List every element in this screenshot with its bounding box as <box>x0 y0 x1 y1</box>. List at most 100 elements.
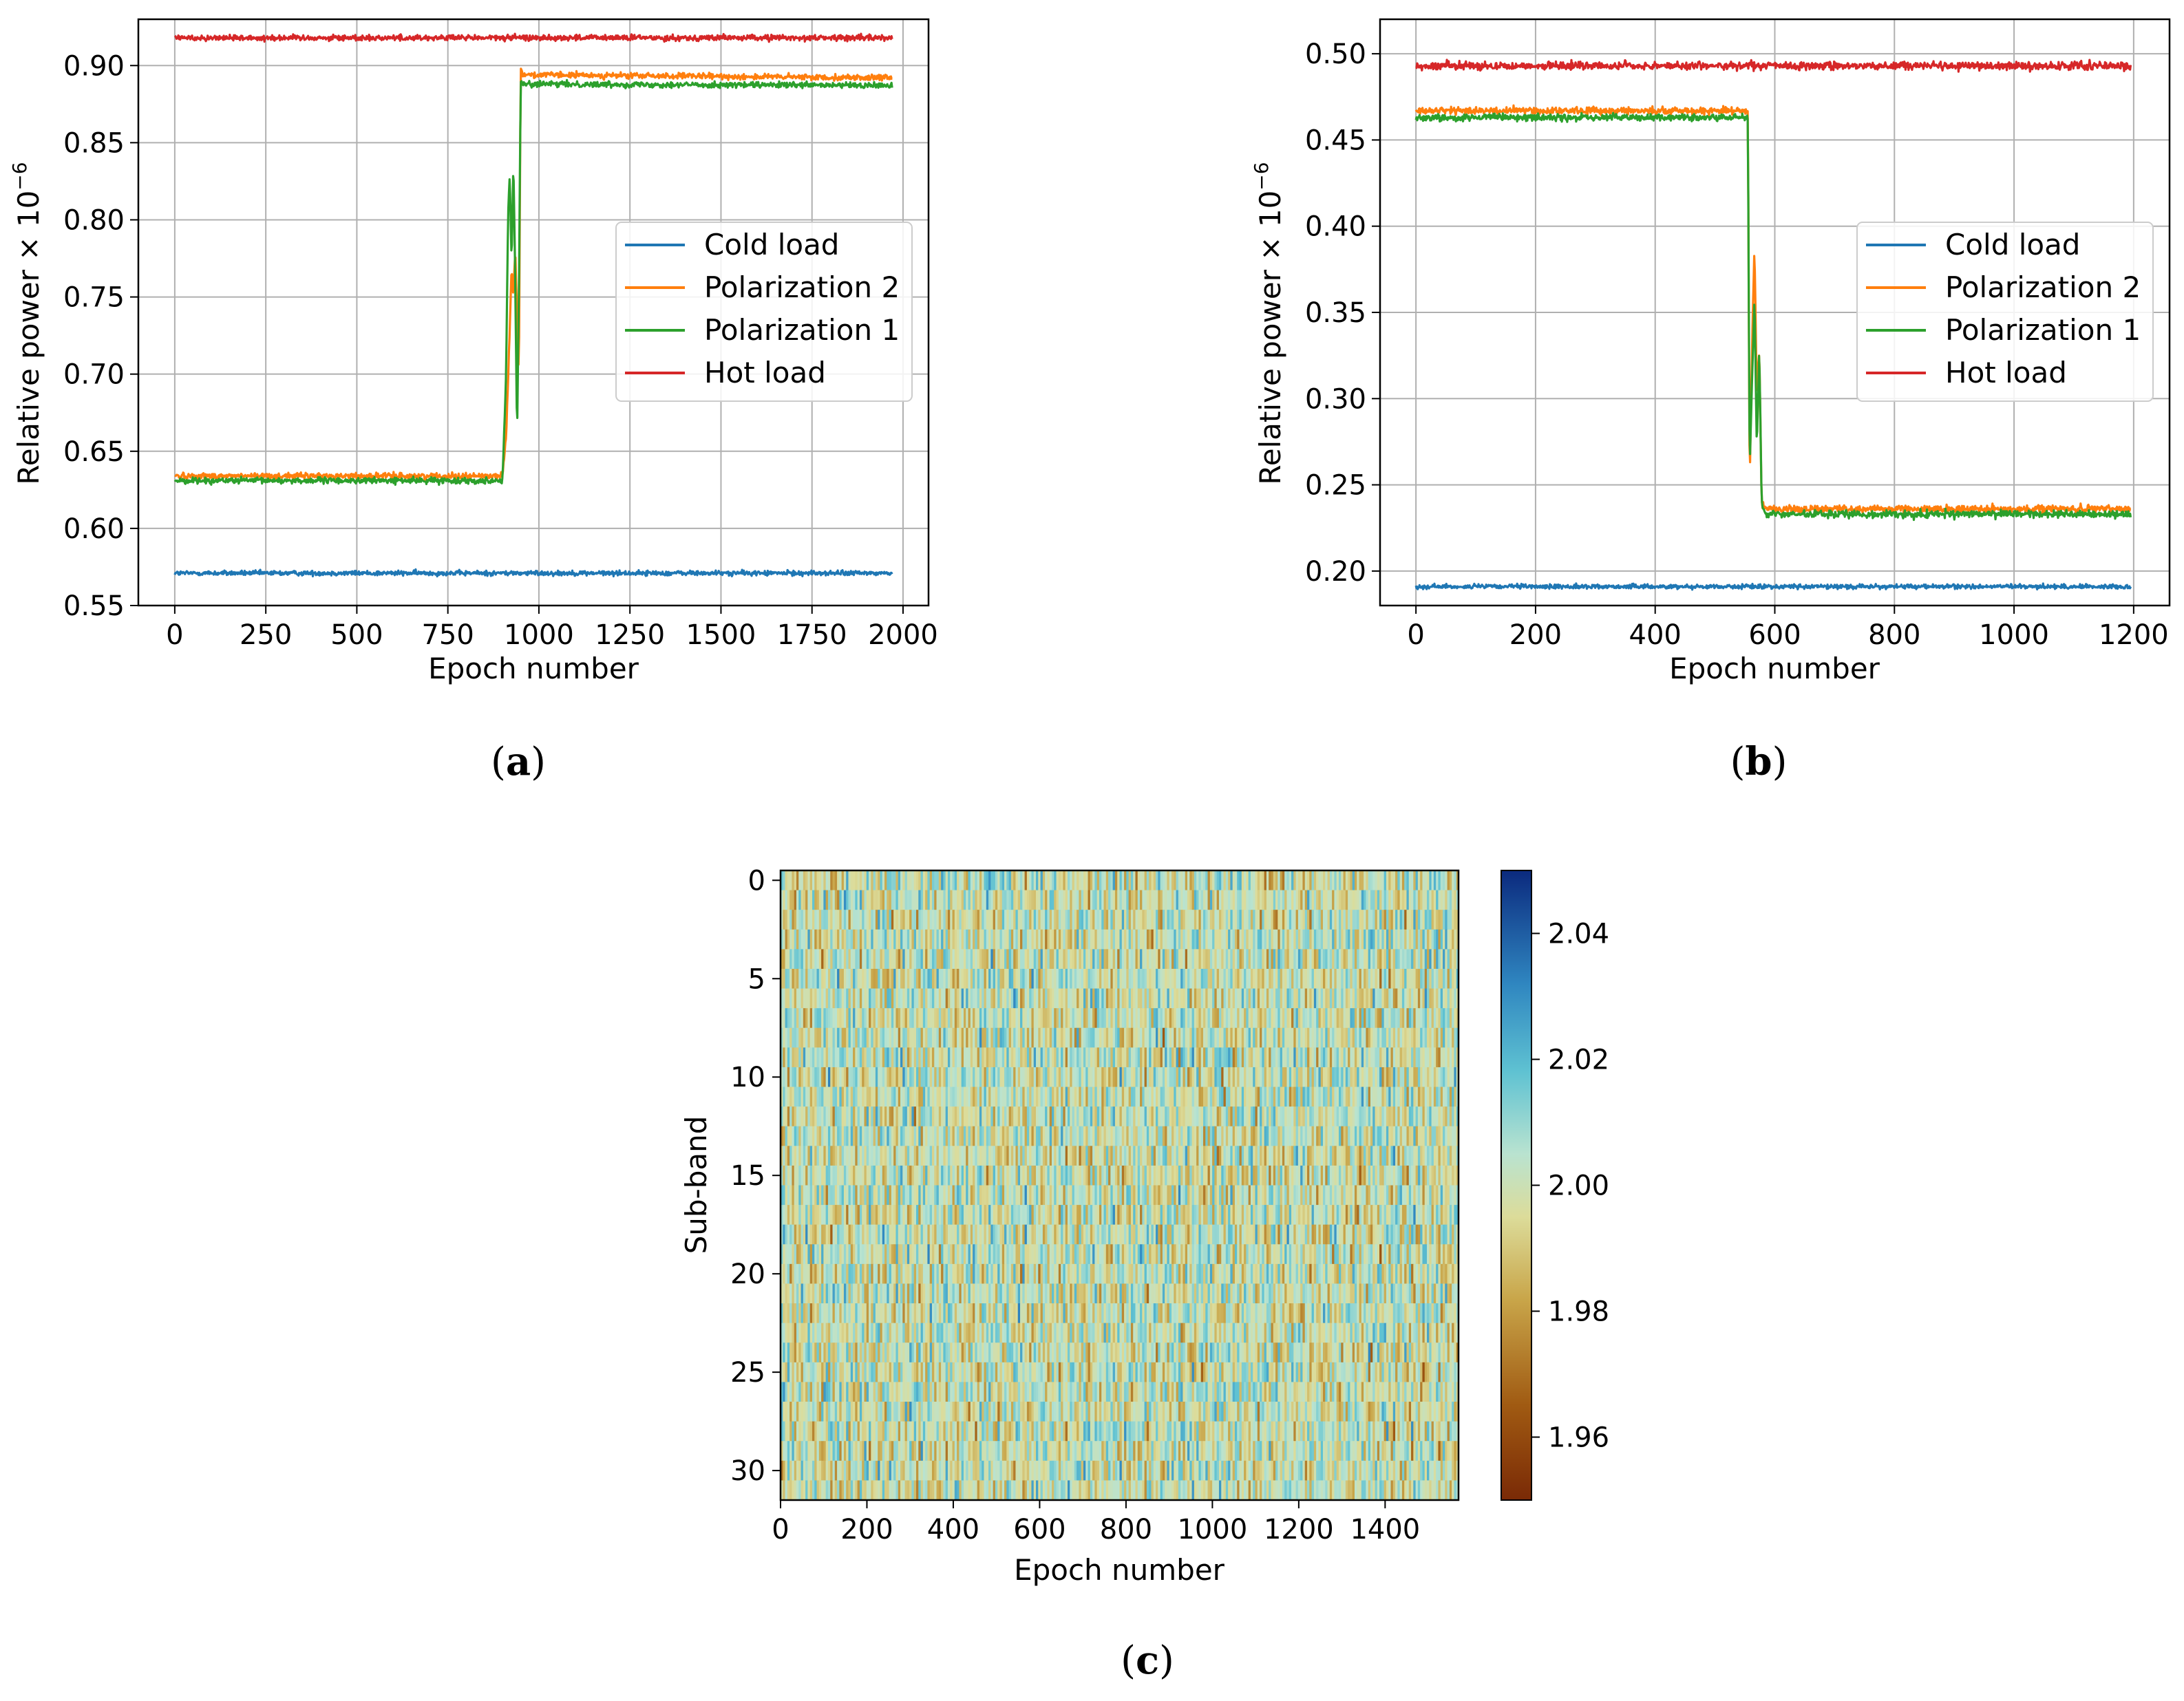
heatmap-cell <box>1377 1126 1380 1146</box>
heatmap-cell <box>1445 1126 1448 1146</box>
heatmap-cell <box>1309 1106 1313 1127</box>
heatmap-cell <box>1325 968 1328 989</box>
heatmap-cell <box>1108 1008 1111 1029</box>
heatmap-cell <box>884 910 887 930</box>
heatmap-cell <box>1372 968 1376 989</box>
heatmap-cell <box>1318 1027 1322 1048</box>
heatmap-cell <box>853 1106 856 1127</box>
heatmap-cell <box>809 949 813 970</box>
chart-b: 0 200 400 600 800 1000 12000.200.250.300.350.4… <box>1250 18 2171 784</box>
heatmap-cell <box>809 968 813 989</box>
heatmap-cell <box>891 1126 894 1146</box>
heatmap-cell <box>952 870 955 891</box>
heatmap-cell <box>841 1047 845 1068</box>
heatmap-cell <box>1420 949 1423 970</box>
heatmap-cell <box>1424 929 1428 950</box>
heatmap-cell <box>1165 1165 1168 1186</box>
heatmap-cell <box>952 1146 955 1166</box>
heatmap-cell <box>1366 1047 1369 1068</box>
heatmap-cell <box>952 890 955 910</box>
heatmap-cell <box>1408 968 1412 989</box>
heatmap-cell <box>841 929 845 950</box>
heatmap-cell <box>1083 1008 1086 1029</box>
heatmap-cell <box>887 1067 890 1088</box>
heatmap-cell <box>1318 910 1322 930</box>
heatmap-cell <box>977 1027 980 1048</box>
heatmap-cell <box>1239 1126 1242 1146</box>
heatmap-cell <box>1124 988 1127 1009</box>
heatmap-cell <box>1137 1126 1141 1146</box>
heatmap-cell <box>875 949 878 970</box>
heatmap-cell <box>1178 1087 1181 1107</box>
heatmap-cell <box>1370 1146 1373 1166</box>
heatmap-cell <box>1006 929 1010 950</box>
heatmap-cell <box>1096 949 1100 970</box>
heatmap-cell <box>922 870 926 891</box>
heatmap-cell <box>891 929 894 950</box>
heatmap-cell <box>1146 1067 1149 1088</box>
heatmap-cell <box>1169 1067 1172 1088</box>
chart-b-xtick-label: 800 <box>1868 619 1920 651</box>
heatmap-cell <box>1221 1027 1224 1048</box>
heatmap-cell <box>830 1126 834 1146</box>
heatmap-cell <box>1266 890 1269 910</box>
heatmap-cell <box>859 929 862 950</box>
heatmap-cell <box>1200 1106 1204 1127</box>
heatmap-cell <box>1246 929 1249 950</box>
heatmap-cell <box>1433 929 1436 950</box>
heatmap-cell <box>1289 1165 1292 1186</box>
heatmap-cell <box>961 929 964 950</box>
heatmap-cell <box>1119 1165 1123 1186</box>
heatmap-cell <box>1165 988 1168 1009</box>
chart-a-xtick-label: 2000 <box>868 619 938 651</box>
heatmap-cell <box>968 929 971 950</box>
heatmap-cell <box>1105 890 1109 910</box>
heatmap-cell <box>925 1126 929 1146</box>
heatmap-cell <box>1320 1008 1324 1029</box>
heatmap-cell <box>929 1047 933 1068</box>
heatmap-cell <box>986 1126 989 1146</box>
heatmap-cell <box>1133 1106 1136 1127</box>
heatmap-cell <box>1323 1126 1326 1146</box>
heatmap-cell <box>1083 870 1086 891</box>
heatmap-cell <box>794 1106 797 1127</box>
heatmap-cell <box>1422 968 1425 989</box>
heatmap-cell <box>918 929 922 950</box>
heatmap-cell <box>911 968 915 989</box>
heatmap-cell <box>823 1165 827 1186</box>
heatmap-cell <box>880 949 883 970</box>
heatmap-cell <box>1149 910 1152 930</box>
heatmap-cell <box>871 1087 874 1107</box>
heatmap-cell <box>966 1008 969 1029</box>
heatmap-cell <box>839 1126 842 1146</box>
heatmap-cell <box>1417 1146 1421 1166</box>
heatmap-cell <box>839 1165 842 1186</box>
heatmap-cell <box>1454 1146 1457 1166</box>
heatmap-cell <box>843 929 847 950</box>
heatmap-cell <box>963 968 966 989</box>
heatmap-cell <box>783 1106 786 1127</box>
heatmap-cell <box>1282 988 1285 1009</box>
heatmap-cell <box>1052 1146 1054 1166</box>
heatmap-cell <box>1341 1106 1344 1127</box>
heatmap-cell <box>1223 988 1227 1009</box>
heatmap-cell <box>934 1106 937 1127</box>
heatmap-cell <box>887 988 890 1009</box>
heatmap-cell <box>1108 1087 1111 1107</box>
heatmap-cell <box>783 870 786 891</box>
heatmap-cell <box>1269 949 1272 970</box>
heatmap-cell <box>1047 949 1050 970</box>
heatmap-cell <box>1275 1087 1278 1107</box>
heatmap-cell <box>1332 1027 1335 1048</box>
heatmap-cell <box>1149 1106 1152 1127</box>
heatmap-cell <box>918 949 922 970</box>
heatmap-cell <box>783 890 786 910</box>
heatmap-cell <box>1008 968 1012 989</box>
heatmap-cell <box>1022 1047 1026 1068</box>
heatmap-cell <box>1223 968 1227 989</box>
heatmap-cell <box>977 1008 980 1029</box>
heatmap-cell <box>796 968 799 989</box>
heatmap-cell <box>1297 1008 1301 1029</box>
heatmap-cell <box>922 1126 926 1146</box>
heatmap-cell <box>1390 1106 1394 1127</box>
